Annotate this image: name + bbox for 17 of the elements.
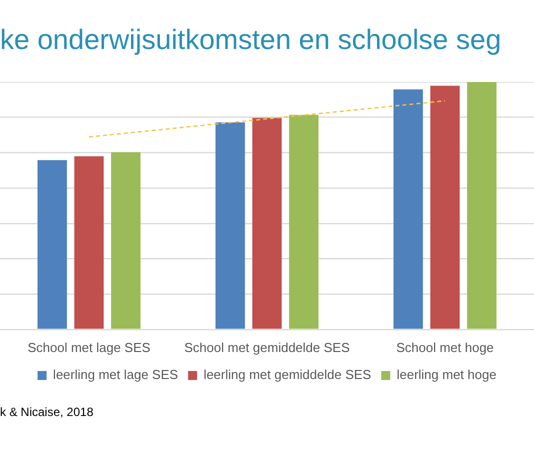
bar xyxy=(111,152,140,329)
x-tick-label: School met hoge xyxy=(396,340,494,355)
x-tick-label: School met lage SES xyxy=(28,340,151,355)
bar xyxy=(252,118,282,329)
text: k & Nicaise, 2018 xyxy=(0,405,94,419)
bar xyxy=(430,86,460,329)
bar xyxy=(467,82,496,329)
legend-label: leerling met gemiddelde SES xyxy=(204,367,372,382)
bar xyxy=(216,122,245,329)
bar xyxy=(394,89,423,329)
legend-label: leerling met hoge xyxy=(396,367,496,382)
chart-title: ke onderwijsuitkomsten en schoolse seg xyxy=(0,24,502,56)
bar xyxy=(74,156,104,329)
legend-label: leerling met lage SES xyxy=(53,367,178,382)
bar xyxy=(289,114,318,329)
bar xyxy=(38,160,67,329)
x-tick-label: School met gemiddelde SES xyxy=(184,340,350,355)
